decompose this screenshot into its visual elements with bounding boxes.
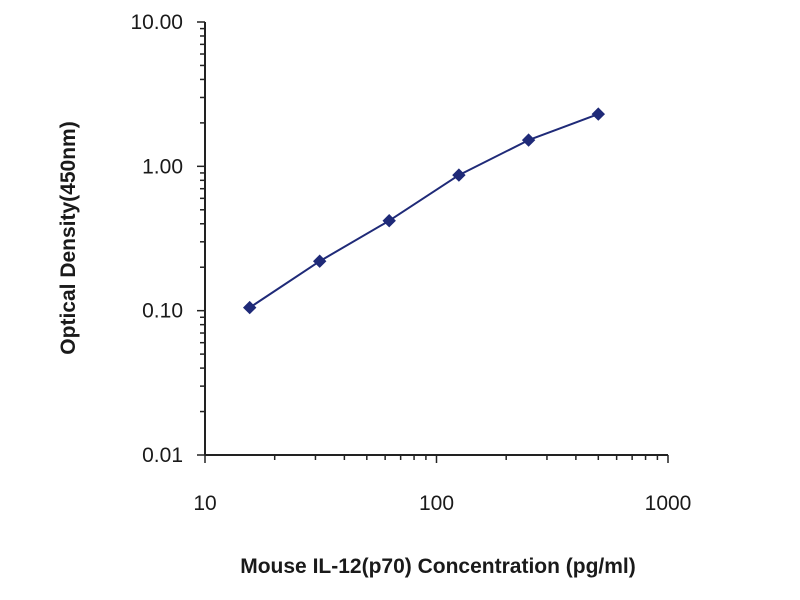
ticks-group [197,21,669,463]
y-tick-label: 0.01 [142,444,183,467]
y-tick-label: 10.00 [130,11,183,34]
x-tick-label: 10 [193,492,216,515]
series-line [249,113,599,309]
data-point [242,300,257,315]
axes-group [204,22,668,456]
x-axis-title: Mouse IL-12(p70) Concentration (pg/ml) [240,555,636,578]
data-point [312,254,327,268]
x-tick-label: 1000 [645,492,692,515]
y-tick-label: 0.10 [142,300,183,323]
data-point [382,213,396,228]
y-tick-label: 1.00 [142,155,183,178]
data-point [591,107,606,121]
x-tick-label: 100 [419,492,454,515]
tick-labels-group: 0.01 0.10 1.00 10.00 10 100 1000 [130,11,691,515]
y-axis-title: Optical Density(450nm) [57,121,80,354]
series-group [242,107,606,315]
data-point [521,133,536,147]
data-point [452,168,466,182]
